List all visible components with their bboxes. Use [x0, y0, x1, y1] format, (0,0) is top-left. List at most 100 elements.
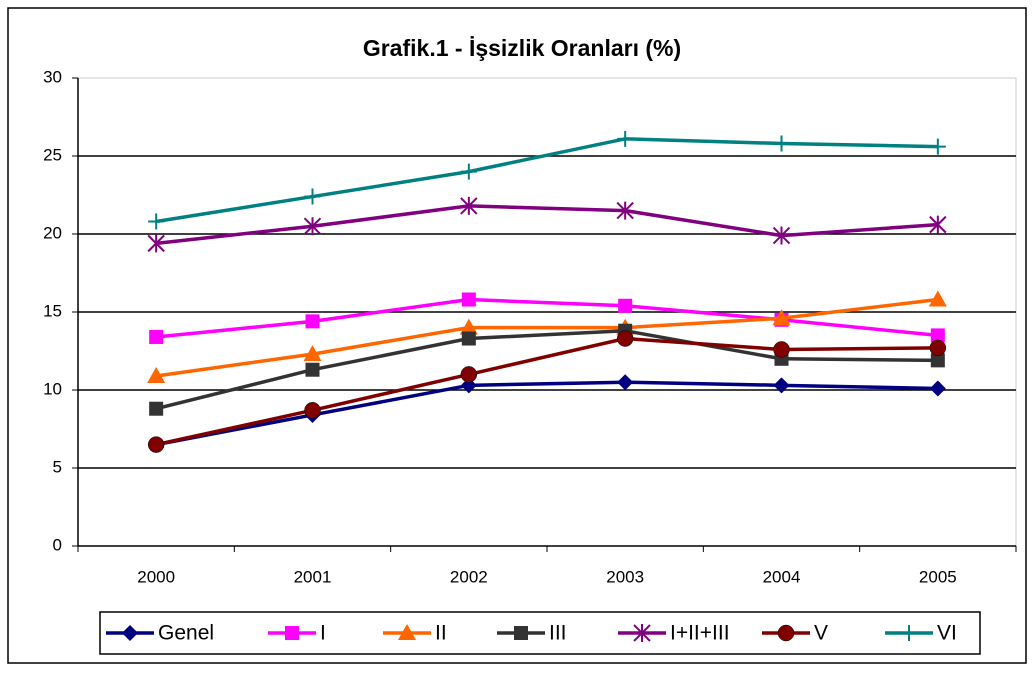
marker	[460, 196, 478, 215]
marker-shape	[149, 329, 164, 344]
marker	[617, 130, 634, 147]
marker	[149, 329, 164, 344]
marker-shape	[617, 374, 634, 391]
x-tick-label: 2004	[763, 567, 801, 586]
x-tick-label: 2001	[294, 567, 332, 586]
y-tick-label: 10	[43, 379, 62, 398]
marker	[149, 401, 164, 416]
marker-shape	[122, 625, 138, 641]
marker	[773, 377, 790, 394]
marker-shape	[901, 625, 917, 641]
series-line	[155, 137, 938, 224]
marker-shape	[773, 377, 790, 394]
marker-shape	[929, 215, 947, 234]
marker-shape	[460, 163, 477, 180]
marker	[930, 328, 945, 343]
marker	[929, 138, 946, 155]
marker	[772, 309, 791, 326]
marker	[617, 374, 634, 391]
marker-shape	[305, 314, 320, 329]
series-line	[155, 336, 938, 447]
marker	[147, 436, 165, 453]
marker-shape	[460, 366, 478, 383]
marker	[772, 226, 791, 245]
marker-shape	[617, 130, 634, 147]
x-tick-label: 2002	[450, 567, 488, 586]
marker	[304, 402, 321, 419]
marker	[303, 345, 322, 362]
marker	[773, 341, 790, 358]
series-line	[155, 380, 938, 447]
marker-shape	[147, 436, 165, 453]
marker-shape	[461, 292, 476, 307]
marker-shape	[305, 362, 320, 377]
marker	[514, 626, 528, 640]
marker	[147, 234, 165, 253]
marker-shape	[772, 226, 791, 245]
marker-shape	[147, 234, 165, 253]
marker	[618, 298, 633, 313]
marker-shape	[928, 290, 947, 307]
marker-shape	[148, 213, 165, 230]
x-tick-label: 2003	[606, 567, 644, 586]
marker	[616, 201, 634, 220]
marker	[460, 163, 477, 180]
x-tick-label: 2005	[919, 567, 957, 586]
marker-shape	[777, 624, 795, 642]
marker-shape	[930, 353, 945, 368]
series-line	[155, 204, 938, 246]
marker-shape	[304, 402, 321, 419]
marker	[305, 362, 320, 377]
marker-shape	[147, 366, 166, 383]
marker	[930, 353, 945, 368]
x-tick-label: 2000	[137, 567, 175, 586]
marker	[122, 625, 138, 641]
marker-shape	[929, 138, 946, 155]
chart-title: Grafik.1 - İşsizlik Oranları (%)	[363, 35, 681, 61]
marker-shape	[461, 331, 476, 346]
marker	[929, 380, 946, 397]
legend-label: I	[320, 622, 326, 645]
marker-shape	[285, 626, 299, 640]
y-tick-label: 15	[43, 301, 62, 320]
y-tick-label: 0	[53, 535, 62, 554]
marker	[304, 188, 321, 205]
y-tick-label: 25	[43, 145, 62, 164]
marker-shape	[149, 401, 164, 416]
marker-shape	[304, 188, 321, 205]
legend-label: II	[435, 622, 447, 645]
marker	[901, 625, 917, 641]
y-tick-label: 5	[53, 457, 62, 476]
marker	[148, 213, 165, 230]
marker-shape	[773, 341, 790, 358]
y-tick-label: 20	[43, 223, 62, 242]
marker-shape	[772, 309, 791, 326]
marker	[633, 624, 651, 642]
marker	[616, 330, 634, 347]
marker	[398, 624, 416, 640]
marker-shape	[616, 330, 634, 347]
marker	[773, 135, 790, 152]
marker	[459, 318, 478, 335]
marker-shape	[460, 196, 478, 215]
marker-shape	[398, 624, 416, 640]
marker	[928, 290, 947, 307]
marker	[777, 624, 795, 642]
legend-label: Genel	[158, 622, 214, 645]
legend-label: VI	[937, 622, 957, 645]
marker-shape	[930, 328, 945, 343]
y-tick-label: 30	[43, 67, 62, 86]
series-line	[155, 297, 939, 378]
marker	[461, 292, 476, 307]
marker-shape	[514, 626, 528, 640]
legend-label: III	[549, 622, 567, 645]
marker-shape	[459, 318, 478, 335]
marker-shape	[303, 217, 322, 236]
marker	[929, 339, 947, 357]
marker	[305, 314, 320, 329]
legend-label: I+II+III	[670, 622, 730, 645]
marker-shape	[773, 135, 790, 152]
marker	[460, 366, 478, 383]
marker-shape	[618, 298, 633, 313]
